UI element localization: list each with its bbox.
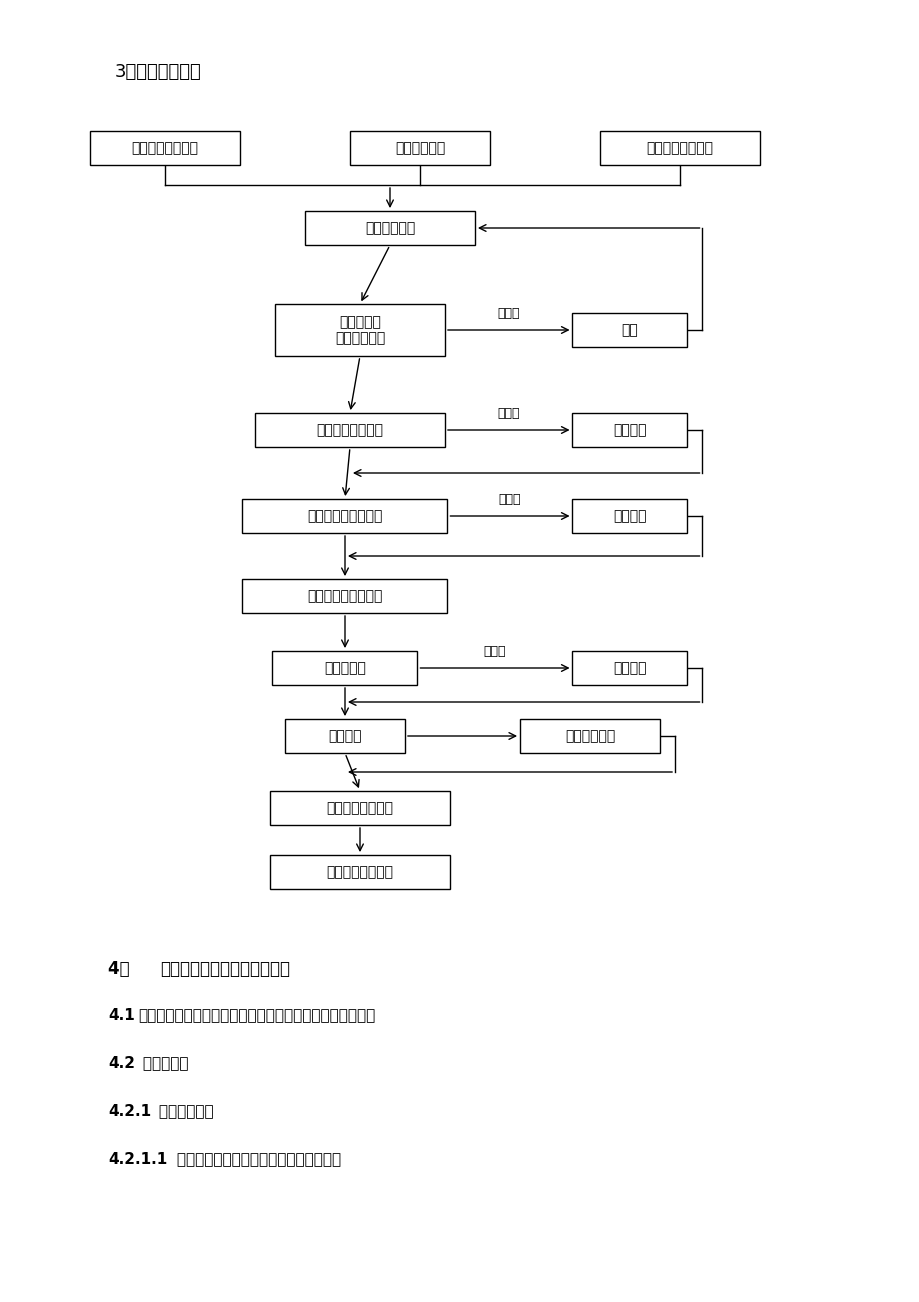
Bar — [599, 132, 759, 165]
Bar — [285, 719, 404, 753]
Text: 退换: 退换 — [621, 323, 638, 337]
Text: 审核承包单位资格: 审核承包单位资格 — [646, 141, 713, 155]
Text: 有缺陷: 有缺陷 — [483, 644, 505, 658]
Bar — [90, 132, 240, 165]
Text: 钢筋混凝土预制桩钢筋骨架质量控制标准: 钢筋混凝土预制桩钢筋骨架质量控制标准 — [172, 1152, 341, 1167]
Bar — [269, 792, 449, 825]
Text: 审核施工组织设计: 审核施工组织设计 — [131, 141, 199, 155]
Text: 子分部工程质量验收: 子分部工程质量验收 — [307, 509, 382, 523]
Bar — [275, 303, 445, 355]
Bar — [269, 855, 449, 889]
Text: 审核原材料
半成品，成品: 审核原材料 半成品，成品 — [335, 315, 385, 345]
Text: 审核开工报告: 审核开工报告 — [365, 221, 414, 234]
Text: 审核竣工资料: 审核竣工资料 — [564, 729, 615, 743]
Text: 整改合格: 整改合格 — [613, 509, 646, 523]
Text: 竣工验收: 竣工验收 — [328, 729, 361, 743]
Bar — [243, 499, 447, 533]
Text: 不合格: 不合格 — [497, 408, 519, 421]
Text: 4．: 4． — [108, 960, 141, 978]
Text: 不合格: 不合格 — [498, 493, 521, 506]
Text: 4.2: 4.2 — [108, 1056, 135, 1072]
Text: 监理工作的控制要点及目标值: 监理工作的控制要点及目标值 — [160, 960, 289, 978]
Bar — [255, 413, 445, 447]
Text: 整改合格: 整改合格 — [613, 661, 646, 674]
Text: 4.2.1.1: 4.2.1.1 — [108, 1152, 167, 1167]
Bar — [519, 719, 659, 753]
Text: 子分部工程质量评定: 子分部工程质量评定 — [307, 589, 382, 603]
Bar — [305, 211, 474, 245]
Text: 3．监理工作流程: 3．监理工作流程 — [115, 62, 201, 81]
Text: 不合格: 不合格 — [497, 307, 519, 320]
Text: 竣工预验收: 竣工预验收 — [323, 661, 366, 674]
Text: 编写质量评估报告: 编写质量评估报告 — [326, 801, 393, 815]
Text: 隐蔽工程检查验收: 隐蔽工程检查验收 — [316, 423, 383, 437]
Text: （根据本工程的监理合同，确定打压桩施工质量的目标值）: （根据本工程的监理合同，确定打压桩施工质量的目标值） — [138, 1008, 375, 1023]
Text: 控制标准：: 控制标准： — [138, 1056, 188, 1072]
Bar — [572, 499, 686, 533]
Text: 参加设计交底: 参加设计交底 — [394, 141, 445, 155]
Bar — [572, 312, 686, 348]
Text: 签署竣工验收报告: 签署竣工验收报告 — [326, 865, 393, 879]
Bar — [272, 651, 417, 685]
Text: 整改合格: 整改合格 — [613, 423, 646, 437]
Bar — [243, 579, 447, 613]
Bar — [572, 651, 686, 685]
Text: 混凝土预制桩: 混凝土预制桩 — [153, 1104, 213, 1118]
Bar — [349, 132, 490, 165]
Text: 4.1: 4.1 — [108, 1008, 134, 1023]
Bar — [572, 413, 686, 447]
Text: 4.2.1: 4.2.1 — [108, 1104, 151, 1118]
